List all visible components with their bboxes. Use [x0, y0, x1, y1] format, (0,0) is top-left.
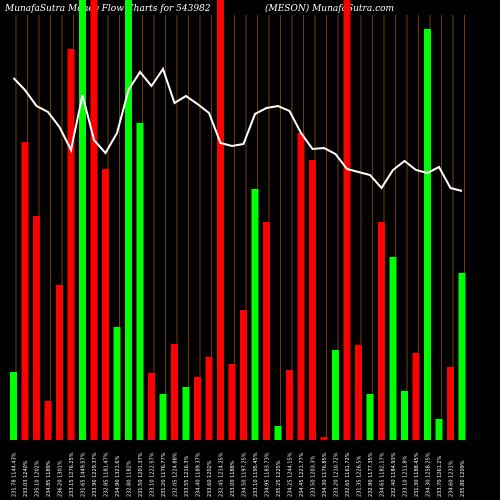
- bar: [320, 437, 328, 440]
- bar: [90, 0, 98, 440]
- bar: [21, 142, 29, 440]
- x-tick-label: 232.80 1182%: [127, 460, 133, 497]
- bar: [148, 373, 155, 440]
- x-tick-label: 231.20 1176.77%: [161, 452, 167, 497]
- x-tick-label: 231.50 1201.37%: [138, 452, 144, 497]
- bar: [286, 370, 293, 440]
- x-tick-label: 235.25 1225%: [276, 460, 282, 497]
- x-tick-label: 231.65 1449.57%: [81, 452, 87, 497]
- bar: [136, 123, 144, 440]
- x-tick-label: 232.85 1181.47%: [104, 452, 110, 497]
- x-tick-label: 234.50 1197.25%: [242, 452, 248, 497]
- x-tick-label: 234.65 1182.17%: [380, 452, 386, 497]
- bar: [251, 189, 259, 440]
- x-tick-label: 234.40 1189.37%: [196, 452, 202, 497]
- bar: [240, 310, 247, 440]
- x-tick-label: 234.25 1244.15%: [288, 452, 294, 497]
- x-tick-label: 232.45 1214.25%: [219, 452, 225, 497]
- bar: [366, 394, 374, 440]
- bar: [67, 49, 75, 440]
- plot: [10, 0, 466, 440]
- x-tick-label: 234.60 1231%: [449, 460, 455, 497]
- bar: [458, 273, 466, 440]
- x-tick-label: 235.80 1209%: [460, 460, 466, 497]
- bar: [33, 216, 40, 440]
- bar: [205, 357, 213, 440]
- chart-subtitle: (MESON) MunafaSutra.com: [265, 3, 394, 14]
- x-tick-label: 233.50 1203.3%: [311, 455, 317, 497]
- bar: [343, 0, 351, 440]
- x-tick-label: 234.95 1183.73%: [265, 452, 271, 497]
- x-tick-label: 236.20 1301%: [58, 460, 64, 497]
- bar: [194, 377, 201, 440]
- x-tick-label: 234.45 1221.77%: [299, 452, 305, 497]
- bar: [10, 372, 17, 440]
- bar: [435, 419, 443, 440]
- bar: [125, 0, 132, 440]
- bar: [355, 345, 362, 440]
- x-tick-label: 232.65 1161.72%: [345, 452, 351, 497]
- bar: [309, 160, 316, 440]
- bar: [182, 387, 190, 440]
- chart-title: MunafaSutra Money Flow Charts for 543982: [4, 4, 211, 14]
- bar: [389, 257, 397, 440]
- x-tick-label: 233.15 1276.25%: [69, 452, 75, 497]
- money-flow-line: [12, 66, 463, 192]
- bar: [79, 0, 86, 440]
- x-tick-label: 232.05 1224.88%: [173, 452, 179, 497]
- bar: [113, 327, 121, 440]
- x-tick-label: 233.10 1195.45%: [253, 452, 259, 497]
- bar: [44, 401, 52, 440]
- bar: [263, 222, 270, 440]
- x-tick-label: 232.40 1184.93%: [391, 452, 397, 497]
- bar: [332, 350, 339, 440]
- x-tick-label: 233.55 1216.3%: [184, 455, 190, 497]
- x-tick-label: 232.90 1177.35%: [368, 452, 374, 497]
- x-tick-label: 233.03 1240%: [23, 460, 29, 497]
- bar: [228, 364, 236, 440]
- bar: [159, 394, 167, 440]
- x-tick-label: 234.30 1258.25%: [426, 452, 432, 497]
- bar: [412, 353, 420, 440]
- x-tick-label: 235.10 1202%: [35, 460, 41, 497]
- x-tick-label: 233.10 1222.57%: [150, 452, 156, 497]
- bar: [102, 169, 109, 440]
- x-tick-label: 231.35 1226.5%: [357, 455, 363, 497]
- bar: [378, 222, 385, 440]
- x-tick-label: 233.90 1229.37%: [92, 452, 98, 497]
- bar: [171, 344, 178, 440]
- bar: [56, 285, 63, 440]
- bar: [297, 133, 305, 440]
- x-tick-label: 233.60 1202%: [207, 460, 213, 497]
- x-tick-label: 233.70 1261.2%: [437, 455, 443, 497]
- x-tick-label: 233.00 1188%: [230, 460, 236, 497]
- bar: [274, 426, 282, 440]
- x-tick-label: 231.30 1188.45%: [414, 452, 420, 497]
- bar: [401, 391, 408, 440]
- bar: [424, 29, 431, 440]
- x-tick-label: 233.20 1210.72%: [334, 452, 340, 497]
- x-tick-label: 234.30 1176.85%: [322, 452, 328, 497]
- bar: [217, 0, 224, 440]
- x-tick-label: 234.85 1189%: [46, 460, 52, 497]
- bar: [447, 367, 454, 440]
- x-tick-label: 233.10 1211.8%: [403, 455, 409, 497]
- x-tick-label: 231.78 1144.43%: [12, 452, 18, 497]
- x-tick-label: 234.90 1321.6%: [115, 455, 121, 497]
